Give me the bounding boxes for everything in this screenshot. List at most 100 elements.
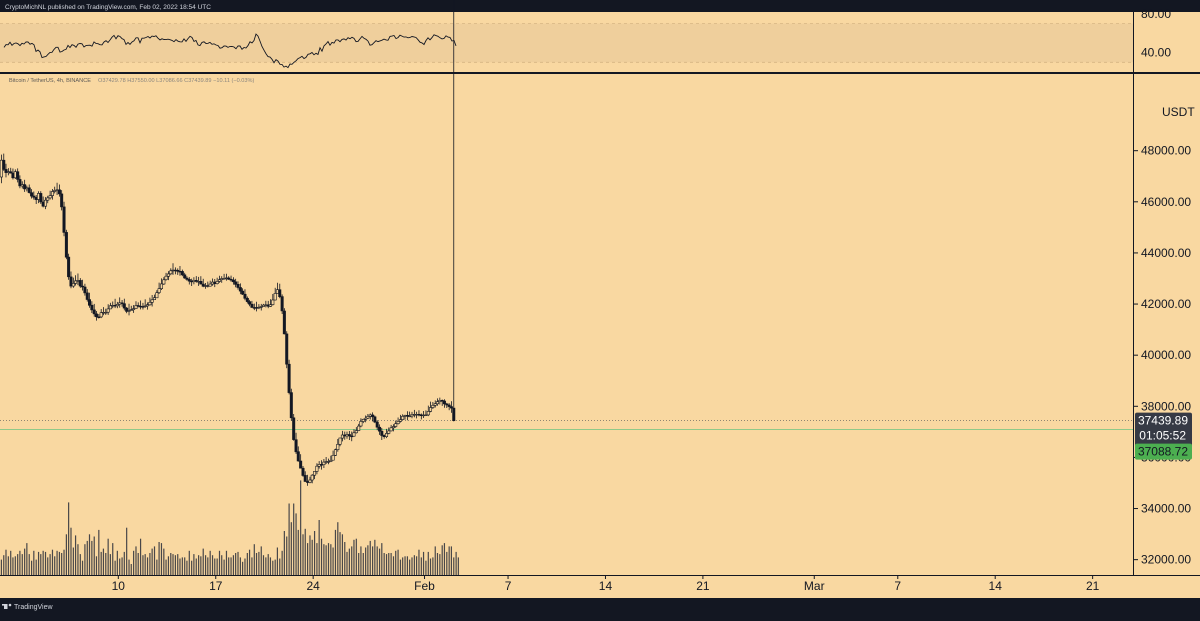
- candle-body: [352, 432, 356, 437]
- candle-body: [44, 199, 48, 207]
- candle-body: [238, 287, 242, 292]
- time-tick-label: 7: [505, 579, 512, 593]
- candle-body: [445, 403, 449, 406]
- volume-bar: [260, 546, 262, 575]
- volume-bar: [54, 556, 56, 575]
- candle-body: [403, 414, 407, 417]
- volume-bar: [453, 557, 455, 575]
- candle-body: [81, 285, 85, 288]
- volume-bar: [360, 546, 362, 575]
- volume-bar: [86, 540, 88, 575]
- volume-bar: [37, 551, 40, 575]
- volume-bar: [320, 538, 323, 575]
- volume-bar: [28, 554, 30, 575]
- volume-bar: [330, 544, 332, 575]
- candle-body: [122, 303, 126, 309]
- time-axis[interactable]: 10 17 24 Feb 7 14 21 Mar 7 14 21: [112, 575, 1100, 593]
- volume-bar: [385, 554, 388, 575]
- volume-bar: [286, 536, 288, 575]
- volume-bar: [177, 554, 179, 575]
- volume-bar: [251, 557, 253, 575]
- candle-body: [324, 461, 328, 463]
- candle-body: [231, 279, 235, 283]
- candle-body: [331, 454, 335, 461]
- candle-body: [333, 449, 337, 456]
- volume-bar: [295, 513, 297, 575]
- time-tick-label: 24: [306, 579, 320, 593]
- candle-body: [338, 437, 342, 445]
- candle-body: [282, 310, 286, 335]
- candle-body: [11, 172, 15, 179]
- candle-body: [176, 269, 180, 272]
- volume-bar: [274, 559, 276, 575]
- candle-body: [169, 270, 173, 275]
- rsi-tick-label: 80.00: [1141, 7, 1171, 21]
- candle-body: [375, 421, 379, 428]
- candle-body: [192, 279, 196, 282]
- rsi-line: [3, 33, 457, 69]
- volume-bar: [288, 503, 290, 575]
- candle-body: [53, 190, 57, 192]
- volume-bar: [65, 534, 67, 575]
- candle-body: [115, 303, 119, 307]
- time-tick-label: 10: [112, 579, 126, 593]
- volume-bar: [351, 546, 353, 575]
- volume-bar: [198, 555, 200, 575]
- volume-bar: [429, 558, 432, 575]
- candle-body: [127, 310, 131, 312]
- candle-body: [16, 171, 20, 180]
- volume-bar: [221, 555, 223, 575]
- candle-body: [85, 292, 89, 300]
- volume-bar: [105, 553, 107, 575]
- rsi-series: [3, 33, 457, 69]
- volume-bar: [216, 558, 218, 575]
- volume-bar: [348, 548, 350, 575]
- candle-body: [218, 279, 222, 282]
- candle-body: [50, 191, 54, 196]
- candle-body: [385, 433, 389, 437]
- volume-bar: [318, 520, 320, 575]
- volume-bar: [399, 559, 402, 575]
- tv-logo-icon-dot: [8, 603, 12, 607]
- tradingview-logo[interactable]: TradingView: [2, 603, 53, 611]
- candle-body: [296, 451, 300, 462]
- volume-bar: [446, 551, 448, 575]
- volume-bar: [362, 553, 364, 575]
- time-tick-label: 7: [894, 579, 901, 593]
- volume-bar: [383, 553, 385, 575]
- price-axis[interactable]: 32000.0034000.0036000.0038000.0040000.00…: [1134, 144, 1191, 567]
- volume-bar: [126, 527, 128, 575]
- volume-bar: [272, 560, 274, 575]
- candle-body: [310, 474, 314, 481]
- price-tick-label: 44000.00: [1141, 246, 1191, 260]
- price-tick-label: 42000.00: [1141, 297, 1191, 311]
- candle-body: [92, 309, 96, 315]
- volume-bar: [112, 543, 114, 575]
- volume-bar: [121, 557, 123, 575]
- candle-body: [94, 313, 98, 318]
- volume-bar: [415, 556, 418, 575]
- candle-body: [220, 278, 224, 281]
- candle-body: [271, 299, 275, 305]
- volume-bar: [420, 557, 422, 575]
- candle-body: [248, 301, 252, 305]
- volume-bar: [237, 551, 239, 575]
- candle-body: [60, 193, 64, 208]
- volume-bar: [146, 557, 149, 575]
- volume-bar: [123, 551, 125, 575]
- candle-body: [13, 171, 17, 179]
- rsi-tick-label: 40.00: [1141, 46, 1171, 60]
- candle-body: [166, 273, 170, 277]
- rsi-axis: 80.00 40.00: [1141, 7, 1171, 60]
- volume-bar: [388, 553, 390, 575]
- volume-bar: [24, 548, 26, 575]
- volume-bar: [128, 559, 130, 575]
- volume-bar: [153, 546, 156, 575]
- volume-bar: [109, 554, 111, 575]
- volume-bar: [425, 560, 427, 575]
- candle-body: [20, 184, 24, 187]
- symbol-title[interactable]: Bitcoin / TetherUS, 4h, BINANCE: [9, 78, 91, 84]
- volume-bar: [191, 560, 193, 575]
- volume-bar: [209, 550, 211, 575]
- volume-bar: [47, 557, 49, 575]
